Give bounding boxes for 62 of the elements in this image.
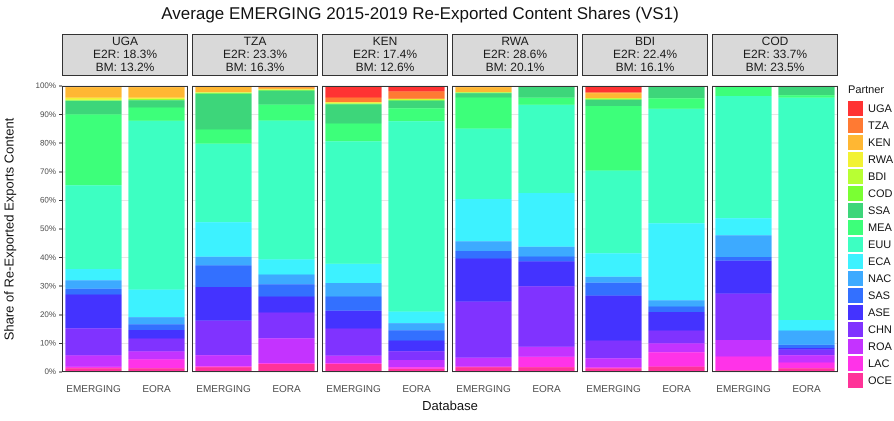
- legend-label: SSA: [868, 204, 890, 216]
- legend-label: ROA: [868, 340, 892, 352]
- y-tick-label: 40%: [40, 252, 56, 262]
- x-tick-label: EMERGING: [716, 384, 771, 395]
- legend-label: MEA: [868, 222, 892, 234]
- legend-label: ASE: [868, 306, 890, 318]
- x-tick-label: EORA: [142, 384, 171, 395]
- x-tick-label: EORA: [402, 384, 431, 395]
- text: BM: 16.1%: [614, 60, 676, 74]
- legend-label: SAS: [868, 290, 890, 302]
- text: BM: 13.2%: [94, 60, 156, 74]
- x-tick-label: EORA: [532, 384, 561, 395]
- chart-title: KEN: [372, 34, 398, 48]
- legend-label: CHN: [868, 324, 892, 336]
- chart-title: TZA: [242, 34, 268, 48]
- legend-label: BDI: [868, 170, 886, 182]
- chart-title: BDI: [634, 34, 656, 48]
- legend-label: RWA: [868, 154, 894, 166]
- x-tick-label: EORA: [792, 384, 821, 395]
- text: E2R: 22.4%: [612, 47, 678, 61]
- text: E2R: 18.3%: [92, 47, 158, 61]
- y-axis-title: Share of Re-Exported Exports Content: [1, 117, 16, 340]
- legend-label: KEN: [868, 136, 891, 148]
- text: BM: 20.1%: [484, 60, 546, 74]
- chart-title: RWA: [500, 34, 530, 48]
- x-tick-label: EMERGING: [326, 384, 381, 395]
- x-tick-label: EMERGING: [66, 384, 121, 395]
- x-tick-label: EORA: [272, 384, 301, 395]
- legend-label: EUU: [868, 238, 892, 250]
- y-tick-label: 30%: [40, 281, 56, 290]
- legend-label: ECA: [868, 256, 891, 268]
- x-tick-label: EMERGING: [586, 384, 641, 395]
- x-axis-title: Database: [421, 398, 479, 413]
- x-tick-label: EMERGING: [196, 384, 251, 395]
- legend-label: NAC: [868, 272, 892, 284]
- y-tick-label: 20%: [40, 310, 56, 320]
- chart-title: UGA: [110, 34, 139, 48]
- legend-label: UGA: [868, 102, 892, 114]
- text: E2R: 33.7%: [742, 47, 808, 61]
- legend-label: TZA: [868, 120, 889, 132]
- y-tick-label: 80%: [40, 138, 56, 148]
- text: E2R: 23.3%: [222, 47, 288, 61]
- legend-label: LAC: [868, 358, 890, 370]
- text: BM: 16.3%: [224, 60, 286, 74]
- y-tick-label: 100%: [36, 81, 56, 90]
- y-tick-label: 60%: [40, 196, 56, 205]
- y-tick-label: 10%: [40, 338, 56, 348]
- x-tick-label: EMERGING: [456, 384, 511, 395]
- legend-label: COD: [868, 188, 892, 200]
- legend-label: OCE: [868, 374, 892, 386]
- chart-title: COD: [760, 34, 790, 48]
- text: BM: 23.5%: [744, 60, 806, 74]
- y-tick-label: 70%: [40, 167, 56, 176]
- text: E2R: 28.6%: [482, 47, 548, 61]
- y-tick-label: 0%: [44, 367, 56, 376]
- text: E2R: 17.4%: [352, 47, 418, 61]
- text: Average EMERGING 2015-2019 Re-Exported Content Shares (VS1): [160, 4, 680, 24]
- y-tick-label: 50%: [40, 224, 56, 234]
- legend-title: Partner: [848, 84, 886, 96]
- text: BM: 12.6%: [354, 60, 416, 74]
- y-tick-label: 90%: [40, 110, 56, 119]
- x-tick-label: EORA: [662, 384, 691, 395]
